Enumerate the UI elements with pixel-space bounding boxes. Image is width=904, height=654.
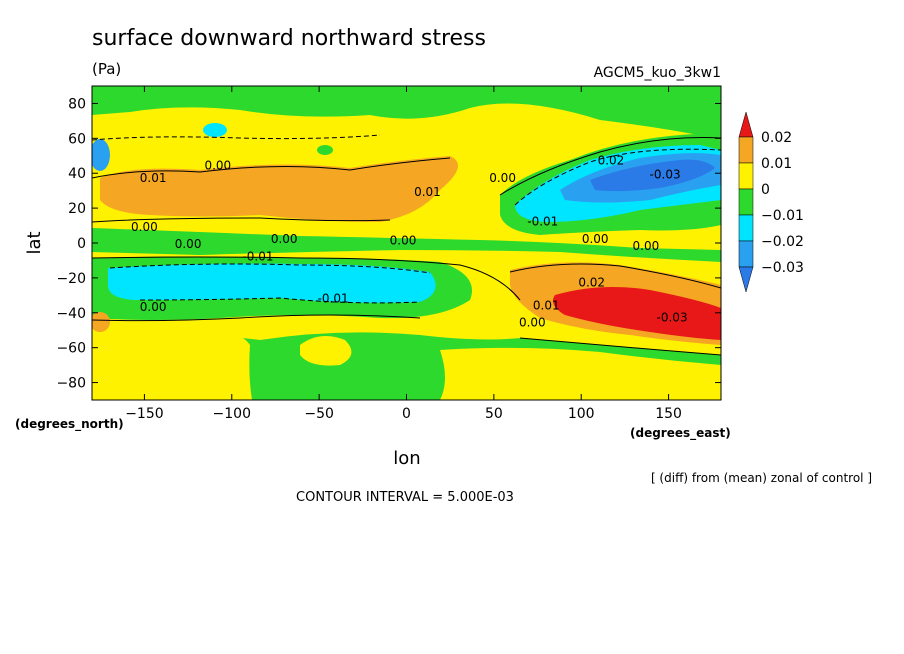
contour-label: -0.01 [242, 249, 273, 263]
contour-label: 0.00 [519, 316, 546, 330]
contour-label: 0.00 [582, 232, 609, 246]
field-region [92, 86, 721, 140]
contour-line [509, 263, 721, 289]
contour-label: 0.00 [140, 300, 167, 314]
colorbar-segment [738, 188, 754, 216]
field-region [600, 86, 721, 132]
contour-line [92, 157, 451, 179]
contour-line [519, 337, 721, 356]
contour-label: -0.03 [650, 167, 681, 181]
contour-field: 0.01 0.00 0.00 0.00 0.00 -0.01 -0.01 0.00 0.01 0.… [92, 86, 721, 400]
x-tick-label: 150 [655, 406, 682, 422]
contour-line [92, 256, 521, 301]
colorbar-arrow-bottom [738, 266, 754, 293]
colorbar-label: −0.02 [761, 234, 804, 250]
contour-label: -0.01 [527, 215, 558, 229]
contour-line [92, 217, 391, 223]
colorbar-segment [738, 214, 754, 242]
field-region [317, 145, 333, 155]
field-region [203, 123, 227, 137]
field-region [100, 156, 458, 222]
x-tick-label: 50 [485, 406, 503, 422]
field-region [92, 318, 252, 400]
contour-label: 0.02 [578, 276, 605, 290]
x-units-label: (degrees_east) [630, 426, 731, 441]
contour-interval-label: CONTOUR INTERVAL = 5.000E-03 [296, 490, 514, 505]
contour-label: 0.01 [414, 185, 441, 199]
contour-label: -0.01 [318, 291, 349, 305]
field-region [108, 263, 436, 303]
chart-title: surface downward northward stress [92, 26, 486, 51]
contour-line [109, 263, 431, 274]
colorbar-segment [738, 162, 754, 190]
colorbar-label: 0.02 [761, 130, 792, 146]
contour-line [92, 134, 381, 141]
contour-label: -0.03 [657, 311, 688, 325]
x-tick-label: −100 [213, 406, 251, 422]
field-region [440, 347, 721, 400]
contour-label: 0.00 [633, 239, 660, 253]
contour-label: 0.00 [175, 237, 202, 251]
y-tick-label: 80 [68, 96, 86, 112]
contour-line [139, 297, 421, 304]
contour-lines [92, 137, 721, 356]
colorbar-label: −0.01 [761, 208, 804, 224]
x-tick-label: −50 [304, 406, 334, 422]
y-tick-label: 0 [77, 236, 86, 252]
contour-label: 0.00 [271, 232, 298, 246]
colorbar-label: −0.03 [761, 260, 804, 276]
x-tick-label: 0 [402, 406, 411, 422]
colorbar-arrow-top [738, 111, 754, 138]
y-tick-label: 60 [68, 131, 86, 147]
contour-label: 0.01 [140, 171, 167, 185]
contour-label: 0.00 [204, 159, 231, 173]
field-region [92, 139, 110, 171]
y-tick-label: 20 [68, 201, 86, 217]
x-tick-label: −150 [125, 406, 163, 422]
y-axis-label: lat [24, 231, 45, 254]
contour-label: 0.01 [533, 298, 560, 312]
y-tick-label: 40 [68, 166, 86, 182]
colorbar-label: 0.01 [761, 156, 792, 172]
units-label: (Pa) [92, 60, 121, 78]
x-tick-label: 100 [568, 406, 595, 422]
contour-label: 0.00 [390, 234, 417, 248]
contour-label: 0.00 [131, 220, 158, 234]
y-axis-ticks: 80 60 40 20 0 −20 −40 −60 −80 [56, 96, 721, 392]
x-axis-label: lon [393, 448, 420, 469]
colorbar-segment [738, 240, 754, 268]
contour-line [92, 314, 421, 322]
field-region [300, 336, 352, 366]
contour-labels: 0.01 0.00 0.00 0.00 0.00 -0.01 -0.01 0.00 0.01 0.… [131, 154, 688, 330]
contour-label: 0.02 [598, 154, 625, 168]
contour-label: 0.00 [489, 171, 516, 185]
colorbar-segment [738, 136, 754, 164]
field-region [590, 159, 715, 192]
experiment-label: AGCM5_kuo_3kw1 [594, 65, 721, 81]
y-tick-label: −40 [56, 306, 86, 322]
colorbar-label: 0 [761, 182, 770, 198]
y-tick-label: −80 [56, 376, 86, 392]
field-region [92, 312, 110, 332]
y-tick-label: −60 [56, 341, 86, 357]
x-axis-ticks: −150 −100 −50 0 50 100 150 [125, 86, 682, 422]
contour-line [514, 148, 721, 206]
contour-lines-negative [92, 134, 721, 304]
comparison-note: [ (diff) from (mean) zonal of control ] [651, 471, 872, 485]
y-units-label: (degrees_north) [15, 417, 124, 432]
field-region [92, 228, 721, 262]
field-region [552, 286, 721, 340]
colorbar: 0.02 0.01 0 −0.01 −0.02 −0.03 [738, 111, 804, 293]
y-tick-label: −20 [56, 271, 86, 287]
contour-line [499, 137, 721, 196]
